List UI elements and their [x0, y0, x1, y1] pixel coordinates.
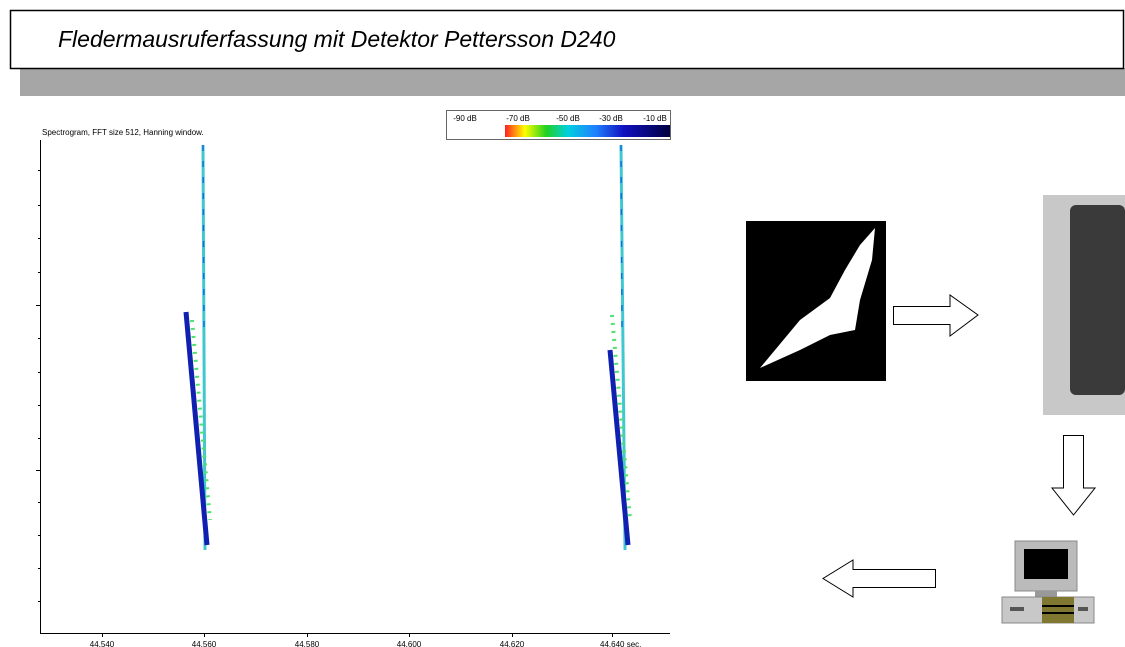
- call-2: [607, 144, 632, 551]
- colorbar-label: -30 dB: [599, 114, 623, 123]
- detector-body: [1070, 205, 1125, 395]
- colorbar: [505, 125, 670, 137]
- x-tick-label: 44.640 sec.: [600, 640, 641, 647]
- x-tick-label: 44.540: [90, 640, 115, 647]
- computer-icon: [1001, 540, 1095, 624]
- colorbar-label: -90 dB: [453, 114, 477, 123]
- call-1: [183, 144, 212, 551]
- arrow-down: [1050, 435, 1097, 516]
- x-tick-label: 44.620: [500, 640, 525, 647]
- x-tick-label: 44.600: [397, 640, 422, 647]
- colorbar-labels: -90 dB -70 dB -50 dB -30 dB -10 dB: [453, 114, 667, 123]
- x-tick-label: 44.580: [295, 640, 320, 647]
- arrow-left: [822, 559, 936, 598]
- bat-silhouette: [760, 228, 875, 368]
- colorbar-label: -70 dB: [506, 114, 530, 123]
- title: Fledermausruferfassung mit Detektor Pett…: [58, 26, 616, 52]
- caption: Spectrogram, FFT size 512, Hanning windo…: [42, 128, 204, 137]
- x-tick-label: 44.560: [192, 640, 217, 647]
- x-ticks: 44.540 44.560 44.580 44.600 44.620 44.640 sec…: [90, 633, 641, 647]
- title-box: [9, 9, 1125, 70]
- arrow-right: [893, 294, 979, 337]
- colorbar-label: -50 dB: [556, 114, 580, 123]
- y-ticks: [36, 170, 41, 602]
- colorbar-label: -10 dB: [643, 114, 667, 123]
- spectrogram: Spectrogram, FFT size 512, Hanning windo…: [36, 110, 671, 647]
- title-shadow: [20, 68, 1125, 96]
